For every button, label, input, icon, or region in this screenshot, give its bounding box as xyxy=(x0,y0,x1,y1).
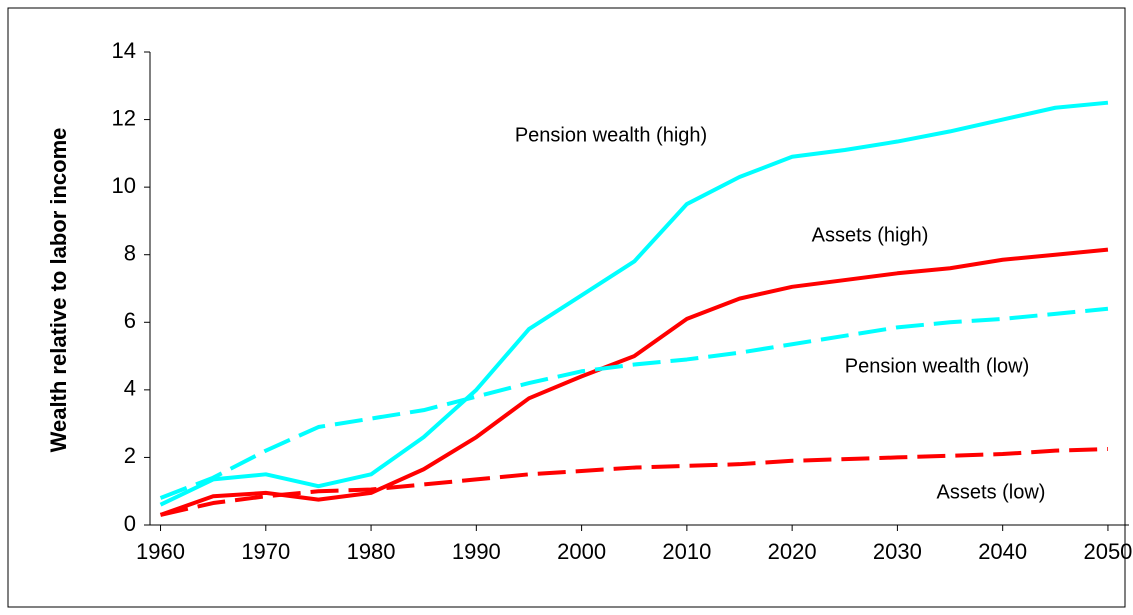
series-label: Pension wealth (high) xyxy=(515,124,707,146)
x-tick-label: 2050 xyxy=(1083,539,1132,564)
series-line xyxy=(159,306,1109,500)
x-tick-label: 2000 xyxy=(557,539,606,564)
x-tick-label: 2030 xyxy=(873,539,922,564)
series-line xyxy=(159,247,1109,517)
chart-frame xyxy=(7,7,1126,608)
y-tick-label: 8 xyxy=(124,241,136,266)
series-label: Pension wealth (low) xyxy=(845,355,1030,377)
x-tick-label: 1960 xyxy=(136,539,185,564)
y-tick-label: 10 xyxy=(112,173,136,198)
y-tick-label: 2 xyxy=(124,443,136,468)
y-tick-label: 12 xyxy=(112,105,136,130)
series-label: Assets (low) xyxy=(937,481,1046,503)
x-tick-label: 1980 xyxy=(347,539,396,564)
series-line xyxy=(159,100,1109,507)
x-tick-label: 1970 xyxy=(241,539,290,564)
y-tick-label: 0 xyxy=(124,511,136,536)
x-tick-label: 2010 xyxy=(662,539,711,564)
y-tick-label: 4 xyxy=(124,376,136,401)
x-tick-label: 2020 xyxy=(768,539,817,564)
series-label: Assets (high) xyxy=(812,224,929,246)
y-tick-label: 6 xyxy=(124,308,136,333)
y-axis-label: Wealth relative to labor income xyxy=(46,128,71,453)
series-line xyxy=(160,446,1109,517)
y-tick-label: 14 xyxy=(112,38,136,63)
x-tick-label: 2040 xyxy=(978,539,1027,564)
x-tick-label: 1990 xyxy=(452,539,501,564)
